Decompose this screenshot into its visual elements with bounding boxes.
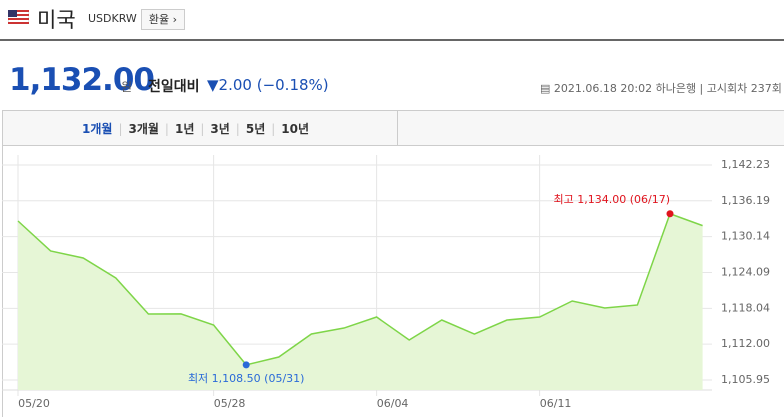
- tab-separator: |: [200, 122, 205, 136]
- tab[interactable]: 3년: [210, 122, 230, 136]
- change-label: 전일대비: [148, 79, 200, 95]
- price-unit: 원: [121, 80, 133, 94]
- tab-divider: [397, 110, 398, 146]
- exchange-button[interactable]: 환율 ›: [141, 9, 185, 30]
- tab[interactable]: 3개월: [128, 122, 159, 136]
- extreme-point: [242, 361, 250, 369]
- x-tick-label: 05/20: [18, 397, 50, 410]
- round: 고시회차 237회: [706, 82, 782, 95]
- tab-separator: |: [164, 122, 169, 136]
- y-tick-label: 1,105.95: [721, 373, 770, 386]
- tab-separator: |: [118, 122, 123, 136]
- y-tick-label: 1,118.04: [721, 301, 770, 314]
- tabs: 1개월 | 3개월 | 1년 | 3년 | 5년 | 10년: [82, 120, 309, 137]
- extreme-point: [666, 210, 674, 218]
- tab[interactable]: 1개월: [82, 122, 113, 136]
- price: 1,132.00: [9, 62, 155, 98]
- y-tick-label: 1,130.14: [721, 230, 770, 243]
- flag-icon: [8, 10, 29, 24]
- change-value: 2.00 (−0.18%): [218, 76, 329, 94]
- x-tick-label: 06/11: [540, 397, 572, 410]
- annotation: 최고 1,134.00 (06/17): [553, 193, 670, 206]
- y-tick-label: 1,142.23: [721, 158, 770, 171]
- bank: 하나은행: [655, 82, 697, 95]
- currency-name: 미국: [37, 8, 76, 32]
- button-label: 환율: [148, 13, 170, 26]
- currency-code: USDKRW: [88, 12, 137, 25]
- area: [18, 213, 703, 390]
- tab-bar: [2, 110, 784, 146]
- tab[interactable]: 1년: [174, 122, 195, 136]
- line: [17, 212, 703, 366]
- change: ▼2.00 (−0.18%): [207, 76, 329, 94]
- y-tick-label: 1,112.00: [721, 337, 770, 350]
- tab-separator: |: [271, 122, 276, 136]
- divider: [0, 39, 784, 41]
- annotation: 최저 1,108.50 (05/31): [188, 372, 305, 385]
- y-tick-label: 1,124.09: [721, 266, 770, 279]
- x-tick-label: 05/28: [214, 397, 246, 410]
- info: ▤ 2021.06.18 20:02 하나은행 | 고시회차 237회: [540, 82, 782, 95]
- tab-separator: |: [235, 122, 240, 136]
- tab[interactable]: 10년: [281, 122, 310, 136]
- left-border: [2, 146, 3, 417]
- tab[interactable]: 5년: [245, 122, 266, 136]
- x-tick-label: 06/04: [377, 397, 409, 410]
- timestamp: 2021.06.18 20:02: [553, 82, 653, 95]
- y-tick-label: 1,136.19: [721, 194, 770, 207]
